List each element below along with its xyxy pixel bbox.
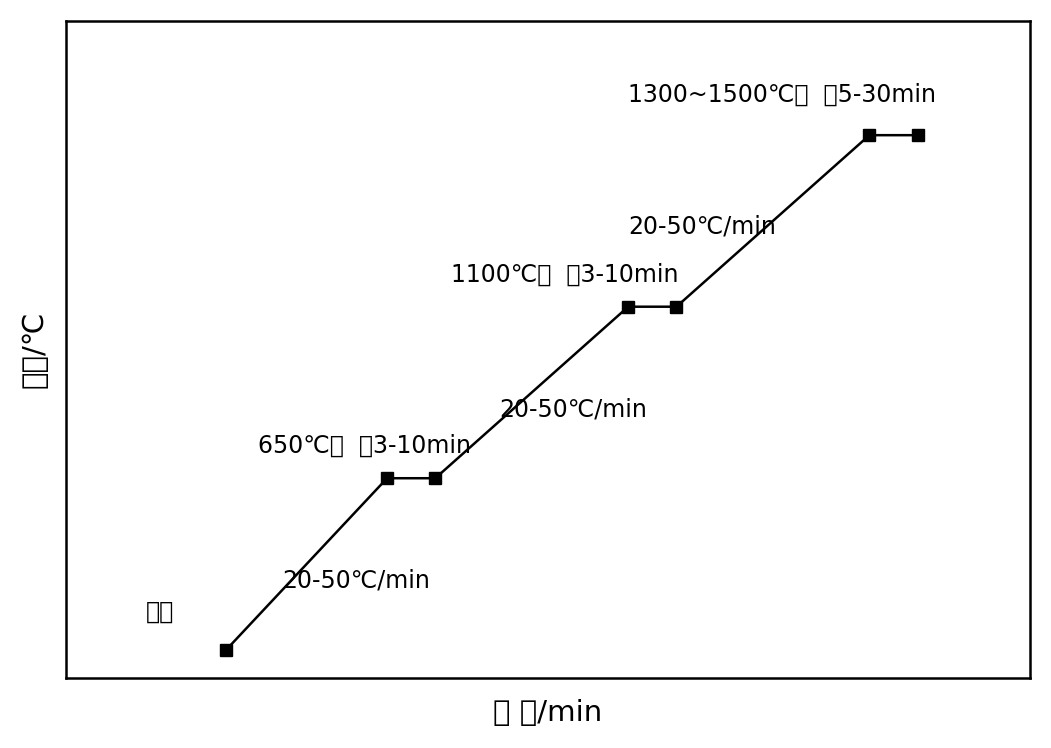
Text: 1100℃保  温3-10min: 1100℃保 温3-10min	[451, 263, 679, 286]
Text: 650℃保  温3-10min: 650℃保 温3-10min	[259, 434, 472, 459]
Text: 室温: 室温	[146, 600, 174, 624]
Text: 1300~1500℃保  温5-30min: 1300~1500℃保 温5-30min	[628, 82, 936, 107]
Text: 20-50℃/min: 20-50℃/min	[283, 568, 431, 592]
Text: 20-50℃/min: 20-50℃/min	[628, 214, 776, 238]
Text: 20-50℃/min: 20-50℃/min	[499, 397, 647, 421]
Y-axis label: 温度/℃: 温度/℃	[21, 310, 48, 388]
X-axis label: 时 间/min: 时 间/min	[493, 699, 602, 727]
